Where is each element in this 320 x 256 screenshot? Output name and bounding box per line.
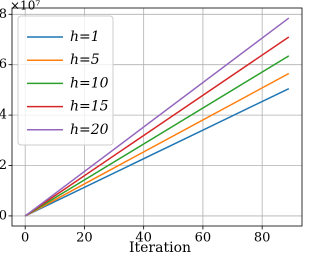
legend-box	[17, 15, 114, 146]
x-tick-label: 40	[135, 231, 152, 246]
line	[24, 36, 290, 217]
line	[24, 72, 290, 217]
line	[24, 87, 290, 217]
line	[24, 55, 290, 217]
x-tick-label: 60	[195, 231, 212, 246]
plot-frame	[11, 7, 303, 227]
x-tick-label: 0	[21, 231, 29, 246]
legend-label: h=15	[70, 99, 109, 115]
x-tick-label: 80	[254, 231, 271, 246]
legend-label: h=1	[70, 29, 100, 45]
line	[24, 17, 290, 217]
legend-label: h=5	[70, 52, 100, 68]
legend: h=1 h=5 h=10 h=15 h=20	[17, 15, 114, 146]
y-tick-label: 2	[0, 158, 7, 173]
y-tick-label: 6	[0, 57, 7, 72]
y-tick-label: 4	[0, 108, 7, 123]
y-multiplier: ×10⁷	[10, 0, 40, 13]
y-tick-label: 8	[0, 7, 7, 22]
chart: Iteration ×10⁷ 0 20 40 60 8002468h=1h=5h=10h…	[0, 0, 303, 256]
legend-label: h=10	[70, 75, 109, 91]
x-tick-label: 20	[76, 231, 93, 246]
x-axis-label: Iteration	[129, 240, 191, 256]
y-tick-label: 0	[0, 208, 7, 223]
legend-label: h=20	[70, 122, 109, 138]
